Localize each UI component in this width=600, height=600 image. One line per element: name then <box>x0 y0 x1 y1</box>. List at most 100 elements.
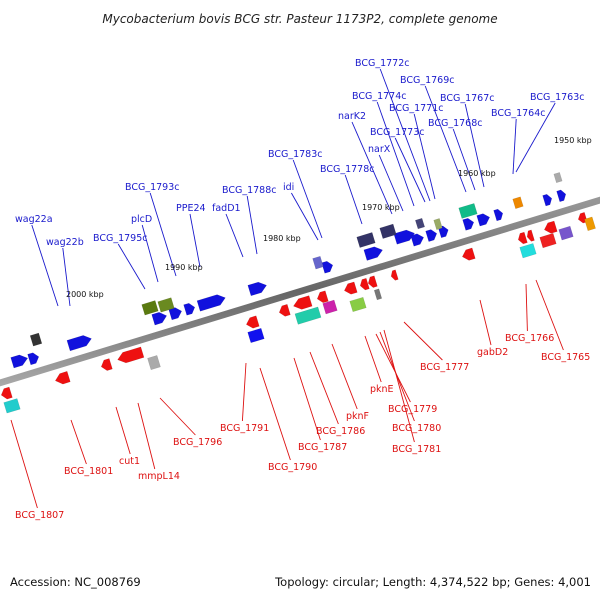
reverse-gene <box>390 269 399 281</box>
reverse-gene-label: BCG_1791 <box>220 423 269 434</box>
forward-gene <box>183 302 196 316</box>
reverse-gene <box>54 370 71 385</box>
forward-gene-label: PPE24 <box>176 203 206 214</box>
forward-gene-label: wag22a <box>15 214 53 225</box>
forward-leader-line <box>413 113 436 200</box>
leader-line-layer <box>10 68 564 509</box>
forward-gene <box>437 225 449 239</box>
reverse-gene <box>322 299 338 315</box>
reverse-leader-line <box>115 406 131 455</box>
reverse-gene-label: BCG_1796 <box>173 437 222 448</box>
topology-text: Topology: circular; Length: 4,374,522 bp… <box>274 575 591 589</box>
reverse-gene <box>584 216 596 232</box>
forward-gene-label: BCG_1768c <box>428 118 483 129</box>
reverse-leader-line <box>331 343 358 410</box>
forward-gene <box>414 217 426 230</box>
reverse-leader-line <box>159 397 196 436</box>
kbp-label: 1970 kbp <box>362 203 400 212</box>
forward-gene <box>247 281 267 297</box>
forward-gene-label: narK2 <box>338 111 366 122</box>
forward-gene <box>462 217 475 231</box>
forward-gene-label: BCG_1793c <box>125 182 180 193</box>
reverse-gene-label: gabD2 <box>477 347 508 358</box>
forward-gene <box>433 218 443 231</box>
reverse-gene-label: BCG_1766 <box>505 333 554 344</box>
forward-leader-line <box>394 137 426 203</box>
reverse-leader-line <box>309 351 339 425</box>
kbp-label: 2000 kbp <box>66 290 104 299</box>
forward-gene-label: BCG_1767c <box>440 93 495 104</box>
forward-leader-line <box>117 243 146 290</box>
forward-gene <box>512 196 524 210</box>
forward-leader-line <box>31 224 59 307</box>
forward-gene-label: narX <box>368 144 391 155</box>
kbp-label: 1960 kbp <box>458 169 496 178</box>
forward-gene <box>363 246 383 261</box>
reverse-leader-line <box>403 321 443 361</box>
forward-leader-line <box>344 174 363 225</box>
forward-gene <box>553 172 563 184</box>
reverse-gene <box>147 355 161 371</box>
reverse-gene-label: mmpL14 <box>138 471 180 482</box>
reverse-gene <box>316 290 329 304</box>
forward-leader-line <box>62 247 71 307</box>
forward-gene <box>458 203 478 219</box>
reverse-gene <box>100 358 113 371</box>
forward-gene-label: idi <box>283 182 294 193</box>
reverse-gene <box>359 277 370 291</box>
reverse-gene-label: BCG_1807 <box>15 510 64 521</box>
forward-gene-label: BCG_1795c <box>93 233 148 244</box>
forward-leader-line <box>149 192 177 277</box>
forward-leader-line <box>515 102 556 173</box>
forward-leader-line <box>351 121 393 215</box>
forward-leader-line <box>424 85 467 193</box>
forward-gene-label: BCG_1783c <box>268 149 323 160</box>
reverse-gene <box>3 398 21 414</box>
forward-gene <box>425 229 438 242</box>
gene-layer <box>0 172 596 414</box>
kbp-label: 1990 kbp <box>165 263 203 272</box>
forward-gene-label: BCG_1764c <box>491 108 546 119</box>
gene-label-layer: wag22a wag22b BCG_1795c plcD BCG_1793c PPE24 f… <box>15 58 590 521</box>
reverse-gene <box>543 220 558 234</box>
reverse-gene-label: BCG_1765 <box>541 352 590 363</box>
forward-gene-label: BCG_1773c <box>370 127 425 138</box>
forward-gene <box>157 297 175 313</box>
forward-gene-label: BCG_1769c <box>400 75 455 86</box>
forward-gene <box>321 260 334 274</box>
forward-leader-line <box>291 192 319 241</box>
reverse-leader-line <box>259 367 291 461</box>
forward-gene <box>10 354 29 369</box>
forward-leader-line <box>512 118 517 175</box>
reverse-gene <box>526 229 535 242</box>
forward-leader-line <box>141 224 159 283</box>
forward-gene-label: BCG_1771c <box>389 103 444 114</box>
reverse-gene <box>539 232 557 249</box>
forward-gene <box>141 300 159 316</box>
forward-gene <box>29 332 43 347</box>
reverse-gene <box>519 243 537 259</box>
forward-gene <box>312 255 324 270</box>
reverse-gene <box>343 281 358 295</box>
reverse-gene <box>367 275 378 288</box>
map-title: Mycobacterium bovis BCG str. Pasteur 117… <box>102 12 497 26</box>
reverse-gene <box>517 231 528 245</box>
reverse-leader-line <box>70 419 87 465</box>
forward-gene-label: BCG_1788c <box>222 185 277 196</box>
reverse-leader-line <box>241 362 247 422</box>
forward-leader-line <box>378 154 404 212</box>
reverse-gene-label: pknE <box>370 384 394 395</box>
forward-gene <box>556 189 567 203</box>
reverse-gene <box>558 225 574 241</box>
reverse-gene <box>245 315 260 329</box>
forward-gene-label: BCG_1774c <box>352 91 407 102</box>
reverse-gene <box>247 327 265 344</box>
reverse-gene-label: BCG_1787 <box>298 442 347 453</box>
reverse-leader-line <box>535 279 564 351</box>
reverse-gene <box>349 296 367 313</box>
forward-gene-label: BCG_1763c <box>530 92 585 103</box>
genome-axis <box>0 196 600 387</box>
reverse-gene-label: BCG_1786 <box>316 426 365 437</box>
reverse-leader-line <box>293 357 321 441</box>
